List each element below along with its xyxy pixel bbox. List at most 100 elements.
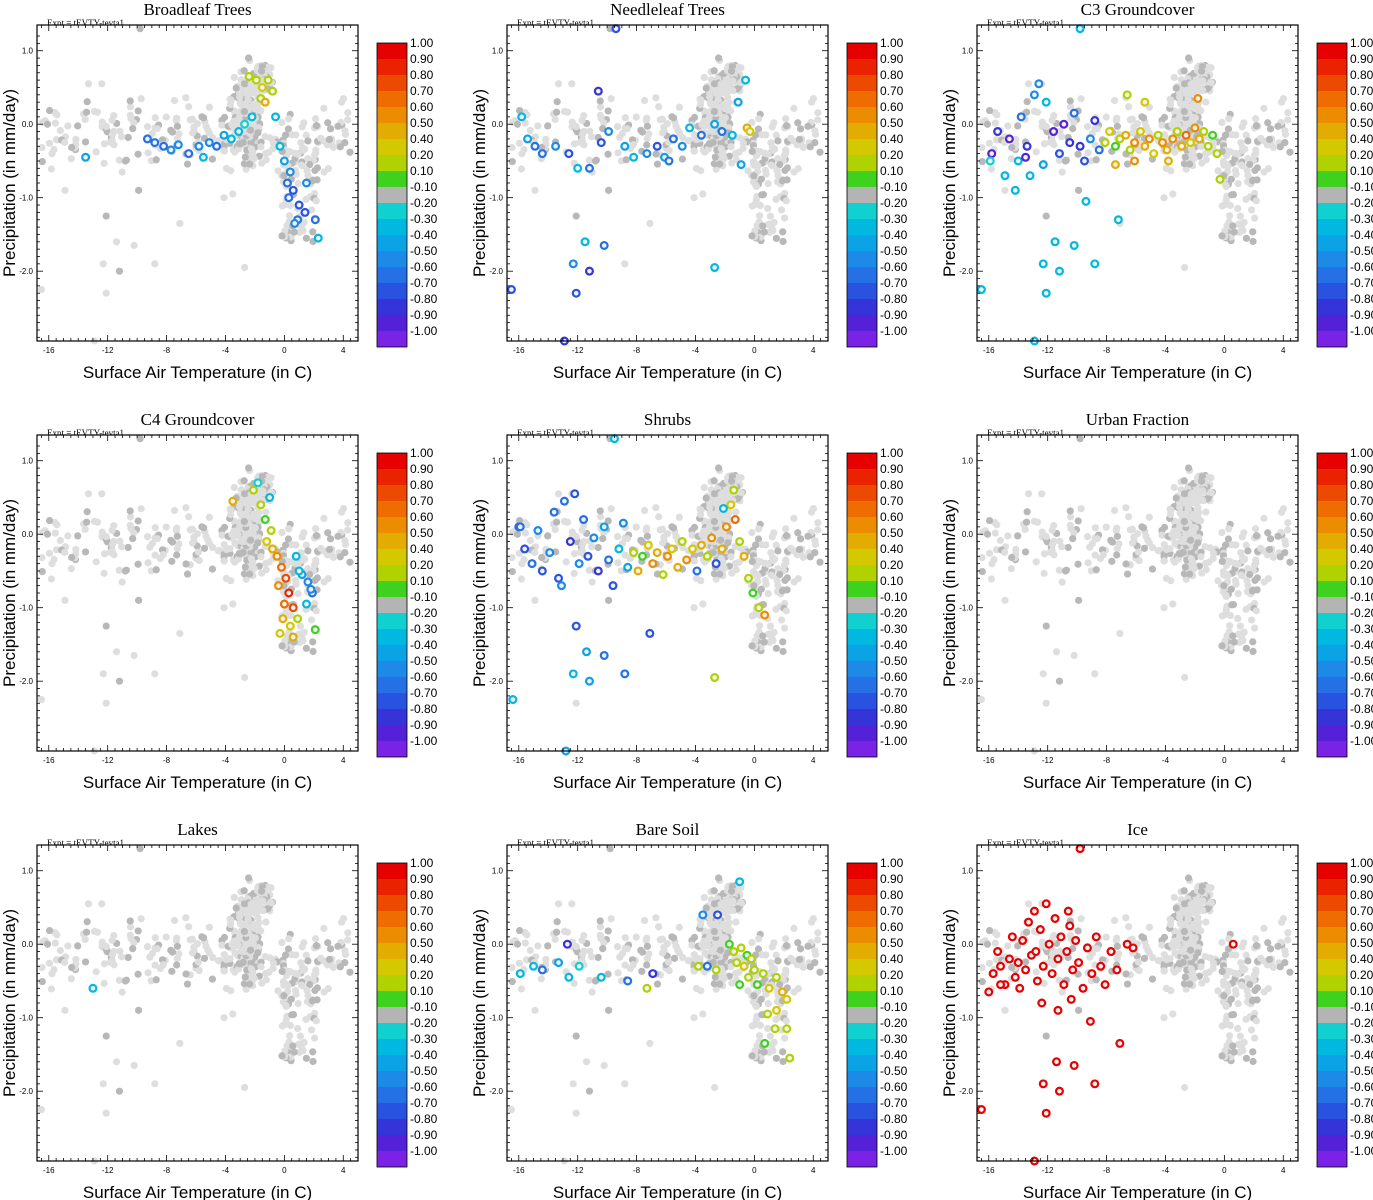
background-point: [310, 151, 319, 159]
data-points: [81, 71, 323, 243]
data-point: [620, 669, 630, 679]
background-point: [773, 576, 781, 585]
background-point: [720, 564, 728, 573]
background-point: [1048, 137, 1056, 145]
background-point: [102, 532, 110, 541]
background-point: [334, 532, 342, 540]
background-point: [1184, 505, 1192, 514]
colorbar-label: -0.50: [880, 654, 908, 668]
background-point: [1202, 566, 1210, 574]
background-point: [152, 156, 160, 164]
data-point: [150, 138, 160, 148]
background-point: [531, 186, 539, 194]
data-point: [554, 573, 564, 583]
background-point: [780, 561, 789, 569]
background-point: [218, 531, 226, 539]
background-point: [1246, 570, 1254, 579]
colorbar-label: -0.30: [880, 622, 908, 636]
data-point: [623, 562, 633, 572]
data-point: [549, 507, 559, 517]
background-point: [242, 89, 250, 97]
background-point: [170, 96, 179, 105]
background-point: [515, 106, 524, 115]
background-point: [297, 161, 305, 169]
x-tick-label: -4: [1162, 346, 1170, 355]
background-point: [764, 220, 772, 228]
colorbar-label: -0.90: [880, 718, 908, 732]
colorbar-label: -0.50: [410, 244, 438, 258]
background-point: [185, 513, 193, 521]
data-point: [1004, 134, 1014, 144]
colorbar-label: -0.20: [880, 196, 908, 210]
background-point: [554, 490, 563, 498]
background-point: [643, 141, 651, 149]
background-point: [983, 120, 992, 128]
colorbar-swatch: [377, 725, 407, 741]
data-point: [1090, 259, 1100, 269]
colorbar-swatch: [847, 629, 877, 645]
background-point: [787, 134, 795, 142]
background-point: [814, 109, 822, 117]
background-point: [262, 508, 270, 516]
background-point: [806, 553, 814, 561]
background-point: [690, 147, 698, 155]
background-point: [146, 543, 154, 551]
background-point: [1169, 600, 1177, 608]
background-point: [596, 97, 604, 105]
background-point: [286, 212, 294, 220]
colorbar-label: -0.90: [1350, 308, 1373, 322]
data-point: [1212, 149, 1222, 159]
background-point: [1244, 155, 1252, 163]
data-point: [648, 559, 658, 569]
colorbar-label: 0.40: [880, 542, 904, 556]
y-axis-label: Precipitation (in mm/day): [0, 89, 19, 277]
data-point: [533, 526, 543, 536]
background-point: [1083, 123, 1092, 131]
colorbar-swatch: [377, 677, 407, 693]
data-point: [987, 149, 997, 159]
colorbar-swatch: [847, 219, 877, 235]
background-point: [1108, 557, 1116, 565]
background-point: [134, 107, 142, 115]
background-point: [1135, 556, 1143, 565]
background-point: [48, 150, 56, 158]
background-point: [699, 190, 707, 198]
background-point: [762, 580, 770, 588]
background-point: [1222, 592, 1230, 600]
data-point: [710, 673, 720, 683]
colorbar-swatch: [377, 501, 407, 517]
background-point: [978, 143, 986, 152]
background-point: [1172, 84, 1180, 92]
colorbar-label: -0.60: [410, 260, 438, 274]
background-point: [781, 166, 789, 175]
background-point: [1184, 95, 1192, 104]
background-point: [1229, 600, 1238, 609]
data-points: [508, 434, 770, 756]
background-point: [304, 565, 312, 573]
background-point: [710, 477, 718, 485]
background-point: [1125, 103, 1133, 111]
background-point: [185, 103, 193, 111]
data-point: [1022, 141, 1032, 151]
y-tick-label: -1.0: [959, 194, 973, 203]
background-point: [292, 541, 300, 549]
colorbar-swatch: [377, 203, 407, 219]
data-point: [1000, 171, 1010, 181]
background-point: [102, 699, 110, 707]
background-point: [83, 508, 91, 516]
data-point: [604, 555, 614, 565]
background-point: [1158, 531, 1166, 539]
background-point: [563, 518, 572, 526]
data-point: [571, 621, 581, 631]
colorbar-swatch: [377, 139, 407, 155]
background-point: [712, 575, 720, 583]
background-point: [1246, 160, 1254, 169]
background-point: [761, 559, 769, 567]
colorbar-label: 0.70: [1350, 84, 1373, 98]
colorbar-swatch: [847, 501, 877, 517]
background-point: [1226, 611, 1234, 620]
x-tick-label: 4: [341, 346, 346, 355]
background-point: [1170, 73, 1178, 82]
background-point: [1126, 116, 1134, 124]
data-point: [288, 603, 298, 613]
